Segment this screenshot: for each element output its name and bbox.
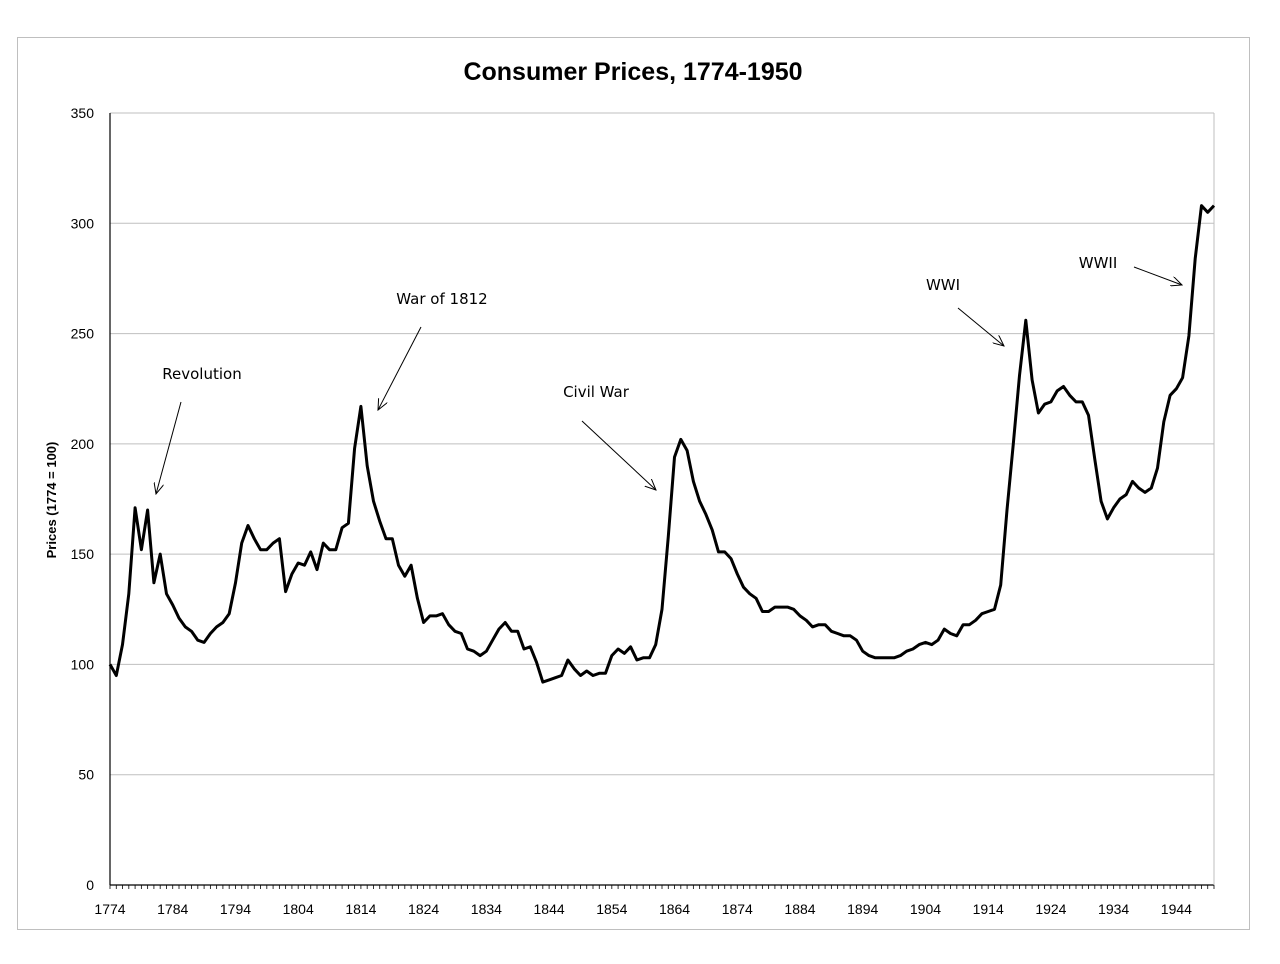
x-tick-label-1894: 1894: [847, 901, 878, 917]
axes: [109, 113, 1215, 889]
annotation-arrow-3: [957, 307, 1004, 346]
x-tick-label-1934: 1934: [1098, 901, 1129, 917]
x-tick-label-1804: 1804: [283, 901, 314, 917]
x-tick-labels: 1774 1784 1794 1804 1814 1824 1834 1844 1854 1864…: [94, 901, 1192, 917]
annotation-label-3: WWI: [926, 276, 960, 294]
y-tick-labels: 0 50 100 150 200 250 300 350: [71, 105, 95, 893]
y-axis-label: Prices (1774 = 100): [44, 442, 59, 559]
y-tick-label-300: 300: [71, 215, 95, 231]
y-tick-label-150: 150: [71, 546, 95, 562]
y-tick-label-250: 250: [71, 326, 95, 342]
annotation-arrow-2: [581, 420, 656, 490]
annotation-label-4: WWII: [1079, 254, 1118, 272]
annotation-label-1: War of 1812: [396, 290, 487, 308]
x-tick-label-1824: 1824: [408, 901, 439, 917]
x-tick-label-1854: 1854: [596, 901, 627, 917]
annotations: Revolution War of 1812 Civil War WWI WWII: [156, 254, 1182, 494]
y-tick-label-200: 200: [71, 436, 95, 452]
y-tick-label-350: 350: [71, 105, 95, 121]
x-tick-label-1874: 1874: [722, 901, 753, 917]
x-tick-label-1884: 1884: [784, 901, 815, 917]
x-tick-label-1864: 1864: [659, 901, 690, 917]
annotation-label-0: Revolution: [162, 365, 241, 383]
x-tick-label-1774: 1774: [94, 901, 125, 917]
x-tick-label-1844: 1844: [534, 901, 565, 917]
series-line-0: [108, 204, 1216, 684]
annotation-arrow-0: [156, 401, 182, 494]
grid-lines: [110, 112, 1214, 776]
annotation-label-2: Civil War: [563, 383, 630, 401]
y-tick-label-50: 50: [78, 767, 94, 783]
series-layer: [108, 204, 1216, 684]
x-tick-label-1784: 1784: [157, 901, 188, 917]
y-tick-label-100: 100: [71, 656, 95, 672]
x-tick-label-1914: 1914: [973, 901, 1004, 917]
chart-title: Consumer Prices, 1774-1950: [463, 58, 802, 86]
annotation-arrow-1: [378, 326, 422, 410]
x-tick-label-1904: 1904: [910, 901, 941, 917]
chart-frame: [17, 37, 1250, 930]
x-tick-label-1944: 1944: [1161, 901, 1192, 917]
x-tick-label-1834: 1834: [471, 901, 502, 917]
annotation-arrow-4: [1133, 266, 1182, 285]
x-tick-label-1814: 1814: [345, 901, 376, 917]
x-tick-label-1924: 1924: [1035, 901, 1066, 917]
x-tick-label-1794: 1794: [220, 901, 251, 917]
y-tick-label-0: 0: [86, 877, 94, 893]
